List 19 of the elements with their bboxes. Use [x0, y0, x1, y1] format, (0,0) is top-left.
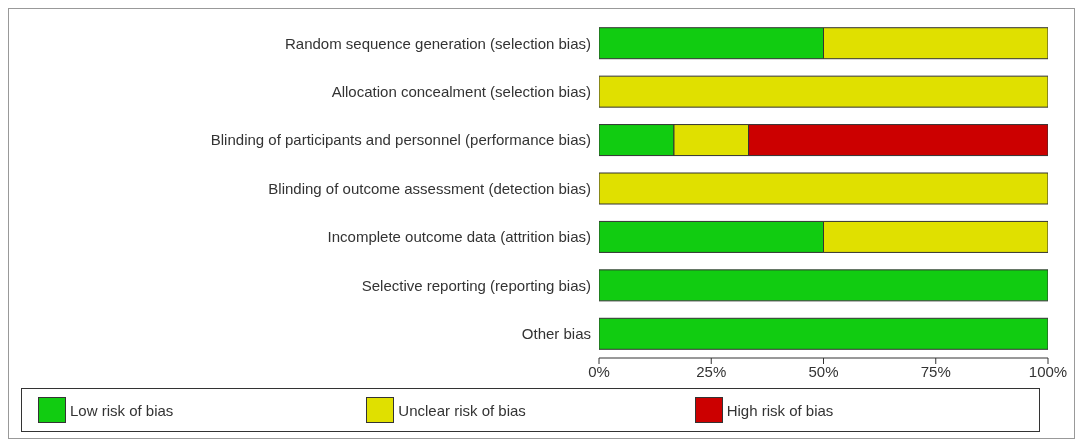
bar	[599, 269, 1048, 302]
x-tick-label: 50%	[808, 362, 839, 380]
y-tick-label: Other bias	[521, 325, 591, 343]
x-tick-label: 100%	[1028, 362, 1068, 380]
y-tick-label: Blinding of participants and personnel (performance bias)	[210, 131, 591, 149]
bar	[599, 172, 1048, 205]
bar	[599, 317, 1048, 350]
y-tick-label: Blinding of outcome assessment (detection bias)	[268, 179, 591, 197]
legend-label: Low risk of bias	[70, 401, 174, 419]
legend-label: High risk of bias	[726, 401, 834, 419]
bar	[599, 75, 1048, 108]
y-tick-label: Selective reporting (reporting bias)	[361, 276, 591, 294]
legend-label: Unclear risk of bias	[398, 401, 526, 419]
y-tick-label: Allocation concealment (selection bias)	[331, 82, 591, 100]
x-tick-label: 25%	[696, 362, 727, 380]
y-tick-label: Incomplete outcome data (attrition bias)	[327, 228, 591, 246]
x-tick-label: 75%	[920, 362, 951, 380]
x-tick-label: 0%	[588, 362, 610, 380]
y-tick-label: Random sequence generation (selection bias)	[284, 34, 591, 52]
